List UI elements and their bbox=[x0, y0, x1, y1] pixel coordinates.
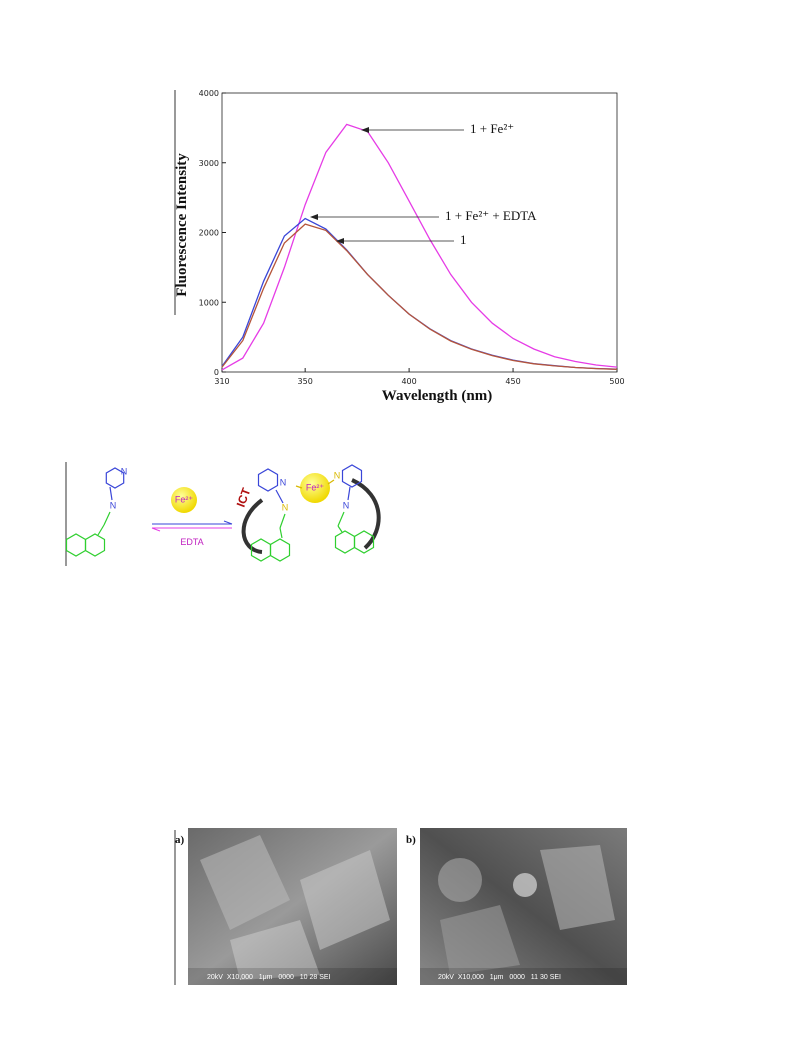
ring bbox=[341, 464, 363, 488]
atom-label: N bbox=[334, 470, 341, 480]
panel-label: a) bbox=[175, 834, 185, 846]
bond bbox=[337, 525, 343, 533]
legend-label: 1 bbox=[460, 232, 467, 247]
arrow-head bbox=[151, 527, 161, 532]
bond bbox=[275, 489, 284, 504]
bond bbox=[279, 527, 283, 539]
sem-caption: 20kV X10,000 1μm 0000 10 28 SEI bbox=[207, 974, 331, 981]
x-tick-label: 400 bbox=[401, 377, 416, 386]
bond bbox=[327, 479, 335, 485]
reagent-label: EDTA bbox=[180, 537, 203, 547]
metal-ion bbox=[171, 487, 197, 513]
x-tick-label: 350 bbox=[298, 377, 313, 386]
series-line bbox=[221, 123, 618, 371]
particle bbox=[540, 845, 615, 930]
bond bbox=[97, 524, 105, 536]
ring bbox=[105, 467, 125, 489]
scheme: Fe²⁺ EDTA Fe²⁺ ICT N N N N N N bbox=[65, 462, 381, 566]
y-axis-title: Fluorescence Intensity bbox=[174, 153, 190, 297]
x-axis-title: Wavelength (nm) bbox=[382, 388, 492, 404]
x-tick-label: 450 bbox=[505, 377, 520, 386]
y-tick-label: 3000 bbox=[199, 159, 219, 168]
annotation-arrowhead bbox=[361, 127, 369, 133]
atom-label: N bbox=[343, 500, 350, 510]
crystal bbox=[200, 835, 290, 930]
y-tick-label: 2000 bbox=[199, 229, 219, 238]
info-bar bbox=[420, 968, 627, 985]
atom-label: N bbox=[280, 477, 287, 487]
particle bbox=[440, 905, 520, 975]
bond bbox=[103, 511, 111, 526]
ict-arrow bbox=[351, 478, 381, 550]
bond bbox=[347, 486, 351, 501]
ring bbox=[353, 530, 375, 554]
bond bbox=[337, 511, 345, 527]
bond bbox=[295, 485, 303, 489]
atom-label: N bbox=[121, 466, 128, 476]
series-line bbox=[221, 223, 618, 370]
metal-label: Fe²⁺ bbox=[306, 482, 325, 492]
ring bbox=[84, 533, 106, 557]
annotation-arrowhead bbox=[336, 238, 344, 244]
sem-caption: 20kV X10,000 1μm 0000 11 30 SEI bbox=[438, 974, 561, 981]
atom-label: N bbox=[110, 500, 117, 510]
crystal bbox=[300, 850, 390, 950]
ict-arrow bbox=[241, 498, 264, 554]
panel-label: b) bbox=[406, 834, 416, 846]
particle bbox=[438, 858, 482, 902]
particle bbox=[513, 873, 537, 897]
x-tick-label: 310 bbox=[214, 377, 229, 386]
metal-ion bbox=[300, 473, 330, 503]
ring bbox=[257, 468, 279, 492]
metal-label: Fe²⁺ bbox=[175, 494, 194, 504]
ict-label: ICT bbox=[234, 485, 254, 509]
info-bar bbox=[188, 968, 397, 985]
bond bbox=[279, 513, 286, 529]
x-tick-label: 500 bbox=[609, 377, 624, 386]
y-tick-label: 1000 bbox=[199, 298, 219, 307]
plot-frame bbox=[221, 92, 618, 373]
ring bbox=[250, 538, 272, 562]
ring bbox=[65, 533, 87, 557]
legend-label: 1 + Fe²⁺ bbox=[470, 121, 514, 136]
legend-label: 1 + Fe²⁺ + EDTA bbox=[445, 208, 537, 223]
bond bbox=[109, 486, 113, 501]
arrow-head bbox=[223, 520, 233, 525]
y-tick-label: 4000 bbox=[199, 89, 219, 98]
sem-figure: a) b) 20kV X10,000 1μm 0000 10 28 SEI 20… bbox=[174, 828, 627, 985]
annotation-arrowhead bbox=[310, 214, 318, 220]
atom-label: N bbox=[282, 502, 289, 512]
ring bbox=[269, 538, 291, 562]
crystal bbox=[230, 920, 320, 980]
y-tick-label: 0 bbox=[214, 368, 219, 377]
chart: Fluorescence Intensity Wavelength (nm) 0… bbox=[174, 89, 625, 404]
ring bbox=[334, 530, 356, 554]
